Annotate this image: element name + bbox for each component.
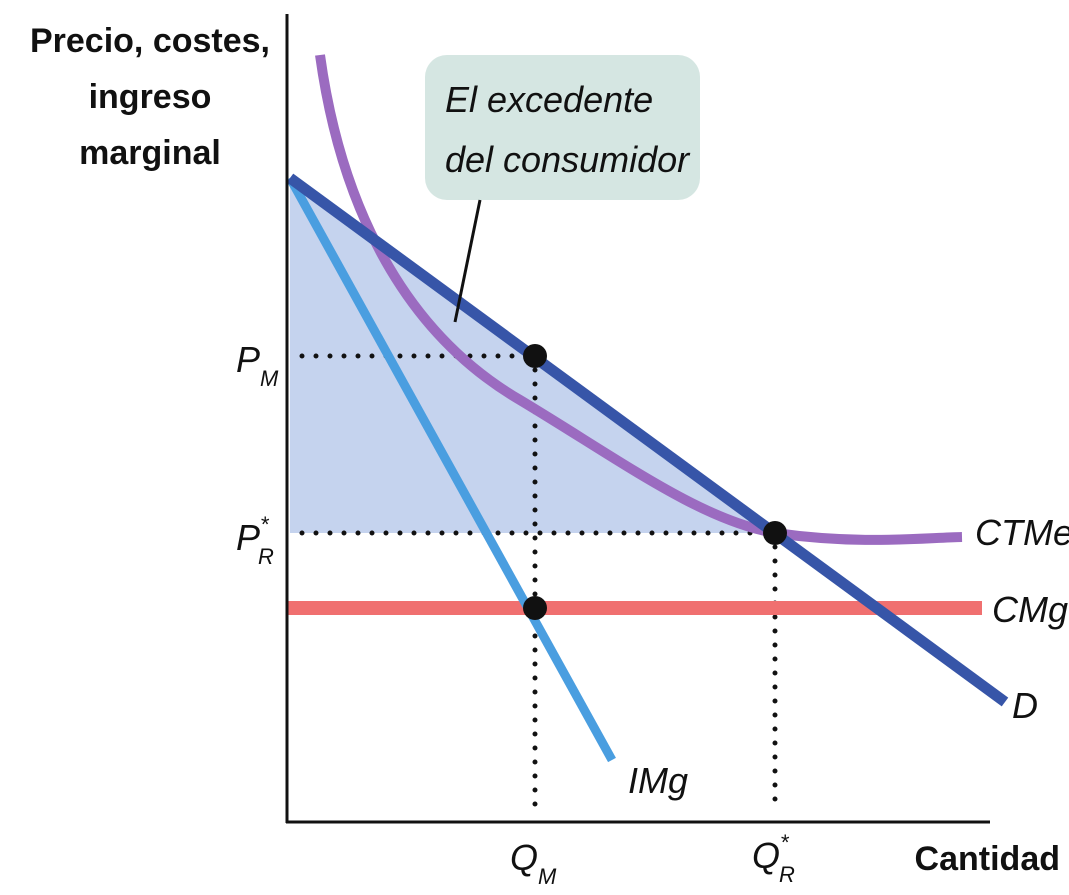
annotation-pointer	[453, 199, 482, 323]
img-curve	[286, 175, 616, 763]
ctme-curve	[315, 54, 963, 545]
point	[523, 344, 547, 368]
price-label: P* R	[236, 512, 274, 569]
annotation-line: El excedente	[445, 79, 653, 120]
y-axis-label: ingreso	[89, 78, 212, 116]
main: Q	[510, 837, 538, 878]
x-axis-label: Cantidad	[915, 840, 1060, 878]
sub: R	[258, 544, 274, 569]
sup: *	[260, 512, 270, 537]
sub: M	[538, 864, 557, 889]
y-axis-label: marginal	[79, 134, 221, 172]
curve-label: CTMe	[975, 512, 1069, 553]
curve-label: IMg	[628, 760, 688, 801]
price-label: PM	[236, 339, 279, 391]
axes	[285, 14, 990, 824]
quantity-label: QM	[510, 837, 557, 889]
main: P	[236, 517, 260, 558]
guide-lines	[299, 353, 778, 815]
sub: M	[260, 366, 279, 391]
point	[523, 596, 547, 620]
annotation-line: del consumidor	[445, 139, 691, 180]
y-axis-label: Precio, costes,	[30, 22, 270, 60]
sup: *	[780, 830, 790, 855]
point	[763, 521, 787, 545]
annotation-box	[425, 55, 700, 200]
demand-curve	[286, 173, 1009, 707]
quantity-label: Q* R	[752, 830, 795, 887]
sub: R	[779, 862, 795, 887]
main: P	[236, 339, 260, 380]
curve-label: D	[1012, 685, 1038, 726]
curve-label: CMg	[992, 589, 1068, 630]
main: Q	[752, 835, 780, 876]
